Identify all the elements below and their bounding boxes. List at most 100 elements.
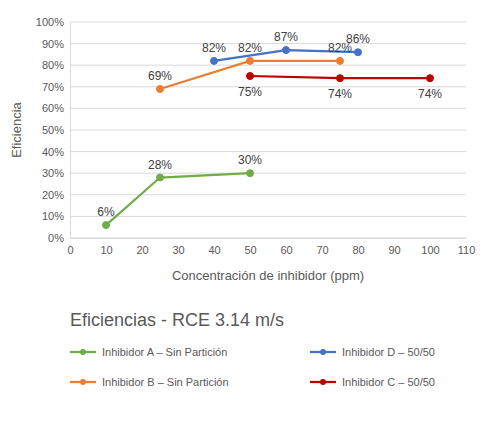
x-tick: 30 (172, 238, 184, 256)
grid-line (70, 65, 466, 66)
grid-line (70, 151, 466, 152)
data-label: 6% (97, 205, 115, 219)
marker (355, 49, 362, 56)
y-tick-label: 80% (42, 59, 64, 71)
y-tick-label: 60% (42, 102, 64, 114)
data-label: 74% (328, 87, 352, 101)
grid-line (70, 194, 466, 195)
x-tick: 100 (421, 238, 439, 256)
y-tick: 60% (42, 102, 70, 114)
legend-item: Inhibidor C – 50/50 (310, 376, 435, 388)
y-tick: 30% (42, 167, 70, 179)
legend-label: Inhibidor B – Sin Partición (102, 376, 229, 388)
x-tick: 50 (244, 238, 256, 256)
y-tick-label: 100% (36, 16, 64, 28)
marker (337, 57, 344, 64)
y-tick-label: 30% (42, 167, 64, 179)
y-tick: 90% (42, 38, 70, 50)
marker (247, 170, 254, 177)
legend-label: Inhibidor D – 50/50 (342, 346, 435, 358)
chart: 0% 10% 20% 30% 40% 50% 60% 70% 80% 90% 100% 0 10 20 30… (0, 0, 500, 429)
x-tick-label: 40 (208, 244, 220, 256)
x-tick: 80 (352, 238, 364, 256)
chart-title: Eficiencias - RCE 3.14 m/s (70, 310, 284, 330)
grid-line (70, 238, 466, 239)
x-axis: 0 10 20 30 40 50 60 70 80 90 100 110 (67, 238, 475, 256)
data-label: 82% (238, 41, 262, 55)
y-axis: 0% 10% 20% 30% 40% 50% 60% 70% 80% 90% 100% (36, 16, 71, 244)
x-tick-label: 110 (458, 244, 476, 256)
x-tick-label: 60 (280, 244, 292, 256)
data-label: 28% (148, 158, 172, 172)
y-tick-label: 10% (42, 210, 64, 222)
x-tick-label: 10 (100, 244, 112, 256)
grid-line (70, 130, 466, 131)
legend-label: Inhibidor C – 50/50 (342, 376, 435, 388)
marker (103, 222, 110, 229)
plot-area (103, 47, 434, 229)
x-tick: 20 (136, 238, 148, 256)
legend-marker (320, 379, 326, 385)
y-axis-line (70, 23, 71, 239)
data-label: 69% (148, 69, 172, 83)
x-tick: 10 (100, 238, 112, 256)
x-tick-label: 30 (172, 244, 184, 256)
y-axis-title: Eficiencia (9, 101, 24, 157)
legend-marker (80, 349, 86, 355)
y-tick-label: 70% (42, 81, 64, 93)
marker (157, 174, 164, 181)
marker (283, 47, 290, 54)
x-tick-label: 100 (421, 244, 439, 256)
data-label: 86% (346, 32, 370, 46)
marker (247, 57, 254, 64)
data-label: 82% (202, 41, 226, 55)
legend-marker (320, 349, 326, 355)
x-tick: 90 (388, 238, 400, 256)
legend-item: Inhibidor A – Sin Partición (70, 346, 227, 358)
legend-marker (80, 379, 86, 385)
grid-line (70, 216, 466, 217)
legend-label: Inhibidor A – Sin Partición (102, 346, 227, 358)
grid-line (70, 43, 466, 44)
x-axis-line (71, 238, 467, 239)
y-tick: 70% (42, 81, 70, 93)
data-label: 87% (274, 30, 298, 44)
x-tick-label: 90 (388, 244, 400, 256)
y-tick: 80% (42, 59, 70, 71)
marker (157, 85, 164, 92)
grid-line (70, 22, 466, 23)
legend-item: Inhibidor B – Sin Partición (70, 376, 229, 388)
x-tick: 110 (458, 238, 476, 256)
legend-item: Inhibidor D – 50/50 (310, 346, 435, 358)
y-tick-label: 20% (42, 189, 64, 201)
y-tick-label: 90% (42, 38, 64, 50)
y-tick-label: 50% (42, 124, 64, 136)
grid-line (70, 108, 466, 109)
x-tick-label: 50 (244, 244, 256, 256)
marker (211, 57, 218, 64)
marker (427, 75, 434, 82)
grid-line (70, 173, 466, 174)
y-tick-label: 0% (48, 232, 64, 244)
y-tick: 50% (42, 124, 70, 136)
data-labels: 6%28%30%69%82%82%82%87%86%75%74%74% (97, 30, 442, 219)
data-label: 30% (238, 153, 262, 167)
marker (337, 75, 344, 82)
x-tick: 40 (208, 238, 220, 256)
x-tick-label: 20 (136, 244, 148, 256)
data-label: 74% (418, 87, 442, 101)
series-line (106, 173, 250, 225)
y-tick: 40% (42, 146, 70, 158)
marker (247, 73, 254, 80)
x-tick-label: 0 (67, 244, 73, 256)
x-tick: 70 (316, 238, 328, 256)
grid-line (70, 86, 466, 87)
y-tick: 10% (42, 210, 70, 222)
legend: Inhibidor A – Sin Partición Inhibidor B –… (70, 346, 435, 388)
x-tick: 0 (67, 238, 73, 256)
grid (70, 22, 466, 238)
y-tick: 0% (48, 232, 70, 244)
x-tick: 60 (280, 238, 292, 256)
y-tick: 20% (42, 189, 70, 201)
x-tick-label: 80 (352, 244, 364, 256)
